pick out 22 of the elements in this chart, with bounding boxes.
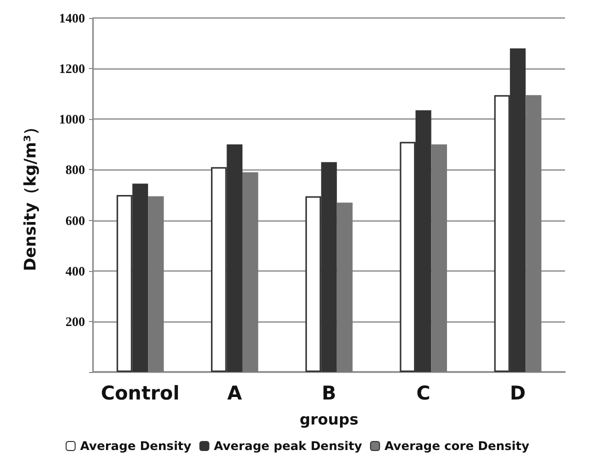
legend-label: Average core Density (384, 439, 530, 453)
x-tick-label: A (227, 382, 242, 404)
y-tick-label: 1000 (59, 112, 85, 127)
bar (431, 144, 447, 372)
y-tick-label: 800 (66, 162, 85, 178)
x-tick-label: B (322, 382, 336, 404)
y-axis-title: Density（kg/m³） (20, 118, 40, 272)
x-axis-title: groups (300, 410, 358, 428)
x-tick-label: D (510, 382, 526, 404)
bar (242, 172, 258, 372)
y-tick-label: 200 (66, 314, 85, 329)
y-tick-label: 1400 (59, 10, 85, 26)
bar (336, 202, 353, 372)
y-tick-label: 600 (66, 212, 85, 228)
x-tick-label: C (416, 382, 430, 404)
bar (148, 196, 164, 372)
x-tick-label: Control (100, 382, 180, 404)
y-tick-label: 1200 (59, 61, 85, 76)
y-tick-label: 400 (66, 263, 85, 278)
legend-label: Average Density (80, 439, 192, 453)
legend-label: Average peak Density (214, 439, 362, 453)
bar (526, 95, 542, 372)
